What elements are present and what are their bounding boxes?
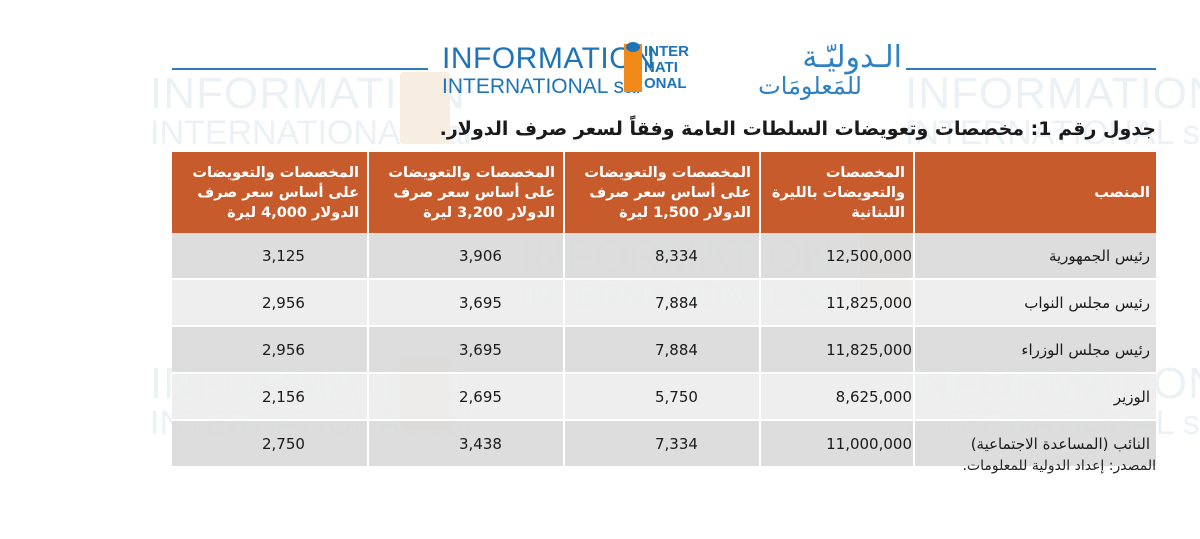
source-note: المصدر: إعداد الدولية للمعلومات.	[962, 458, 1156, 474]
cell-usd-1500: 8,334	[563, 233, 760, 280]
cell-position: رئيس مجلس الوزراء	[913, 326, 1156, 374]
watermark-text: INTERNATIONAL sal	[150, 114, 472, 152]
logo-mark-text: ONAL	[644, 75, 687, 92]
watermark-logo-left: INFORMATION INTERNATIONAL sal	[150, 69, 472, 152]
cell-usd-3200: 3,695	[367, 326, 564, 374]
cell-position: رئيس مجلس النواب	[913, 279, 1156, 327]
logo-english: INFORMATION INTERNATIONAL sal	[442, 42, 656, 98]
cell-usd-3200: 2,695	[367, 373, 564, 421]
brand-logo: INFORMATION INTERNATIONAL sal INTER NATI…	[438, 42, 904, 98]
cell-usd-3200: 3,438	[367, 420, 564, 468]
table-row: رئيس الجمهورية 12,500,000 8,334 3,906 3,…	[172, 233, 1156, 280]
header-usd-1500: المخصصات والتعويضات على أساس سعر صرف الد…	[563, 152, 760, 233]
logo-line-1: INFORMATION	[442, 42, 656, 75]
cell-usd-1500: 5,750	[563, 373, 760, 421]
allowances-table: المنصب المخصصات والتعويضات بالليرة اللبن…	[172, 152, 1156, 468]
cell-lbp: 8,625,000	[759, 373, 914, 421]
cell-lbp: 12,500,000	[759, 233, 914, 280]
cell-usd-1500: 7,884	[563, 279, 760, 327]
table-row: رئيس مجلس النواب 11,825,000 7,884 3,695 …	[172, 279, 1156, 327]
logo-mark-text: INTER	[644, 43, 689, 60]
cell-usd-4000: 2,956	[172, 279, 368, 327]
logo-arabic-line-2: للمَعلومَات	[758, 71, 862, 100]
logo-i-mark-icon: INTER NATI ONAL	[624, 42, 692, 92]
cell-usd-4000: 3,125	[172, 233, 368, 280]
header-position: المنصب	[913, 152, 1156, 233]
watermark-text: INFORMATION	[150, 69, 466, 118]
cell-usd-1500: 7,334	[563, 420, 760, 468]
cell-position: النائب (المساعدة الاجتماعية)	[913, 420, 1156, 468]
cell-usd-4000: 2,956	[172, 326, 368, 374]
logo-mark-text: NATI	[644, 59, 678, 76]
table-row: الوزير 8,625,000 5,750 2,695 2,156	[172, 373, 1156, 421]
cell-position: رئيس الجمهورية	[913, 233, 1156, 280]
table-title: جدول رقم 1: مخصصات وتعويضات السلطات العا…	[439, 118, 1156, 140]
watermark-text: INFORMATION	[905, 69, 1200, 118]
cell-usd-1500: 7,884	[563, 326, 760, 374]
logo-i-dot	[626, 42, 640, 52]
cell-usd-4000: 2,156	[172, 373, 368, 421]
header-rule-right	[906, 68, 1156, 70]
logo-arabic-line-1: الـدوليّـة	[802, 40, 902, 75]
header-lbp: المخصصات والتعويضات بالليرة اللبنانية	[759, 152, 914, 233]
cell-usd-3200: 3,695	[367, 279, 564, 327]
logo-arabic: الـدوليّـة للمَعلومَات	[758, 42, 902, 99]
table-header-row: المنصب المخصصات والتعويضات بالليرة اللبن…	[172, 152, 1156, 233]
logo-i-bar	[624, 44, 642, 92]
table-row: النائب (المساعدة الاجتماعية) 11,000,000 …	[172, 420, 1156, 468]
cell-lbp: 11,000,000	[759, 420, 914, 468]
cell-lbp: 11,825,000	[759, 326, 914, 374]
logo-line-2: INTERNATIONAL sal	[442, 75, 641, 98]
header-usd-3200: المخصصات والتعويضات على أساس سعر صرف الد…	[367, 152, 564, 233]
cell-position: الوزير	[913, 373, 1156, 421]
header-usd-4000: المخصصات والتعويضات على أساس سعر صرف الد…	[172, 152, 368, 233]
table-row: رئيس مجلس الوزراء 11,825,000 7,884 3,695…	[172, 326, 1156, 374]
cell-lbp: 11,825,000	[759, 279, 914, 327]
header-rule-left	[172, 68, 428, 70]
cell-usd-4000: 2,750	[172, 420, 368, 468]
cell-usd-3200: 3,906	[367, 233, 564, 280]
